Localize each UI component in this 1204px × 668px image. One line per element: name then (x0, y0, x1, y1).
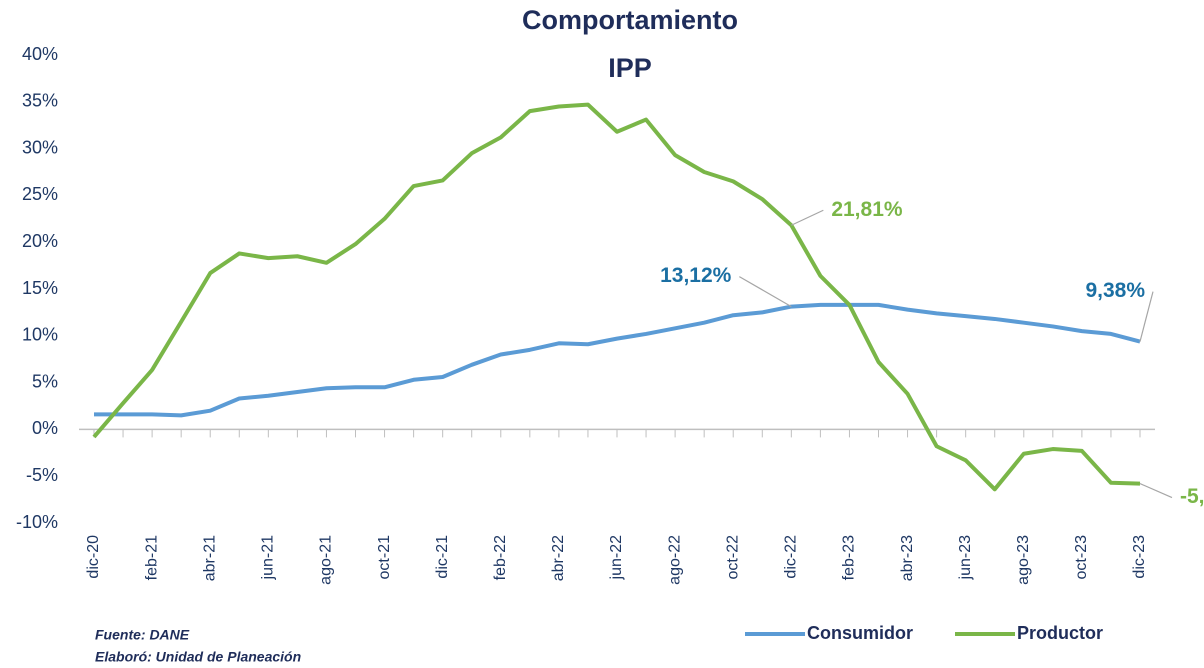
data-label: 13,12% (660, 264, 732, 287)
x-tick-label: ago-22 (666, 535, 683, 585)
x-tick-label: jun-23 (957, 535, 974, 581)
x-tick-label: dic-23 (1131, 535, 1148, 579)
y-tick-label: 25% (22, 184, 58, 204)
chart-subtitle: IPP (608, 53, 652, 83)
data-label: 21,81% (831, 198, 903, 221)
data-label: -5,79% (1180, 485, 1204, 508)
y-tick-label: 15% (22, 278, 58, 298)
legend-label: Consumidor (807, 623, 913, 643)
x-tick-label: jun-21 (260, 535, 277, 581)
x-tick-label: feb-23 (841, 535, 858, 580)
x-tick-label: ago-21 (318, 535, 335, 585)
leader-line (739, 276, 792, 308)
y-tick-label: 10% (22, 325, 58, 345)
x-tick-label: oct-21 (376, 535, 393, 580)
y-tick-label: 30% (22, 137, 58, 157)
x-tick-label: oct-22 (724, 535, 741, 580)
data-label: 9,38% (1085, 279, 1145, 302)
y-tick-label: 35% (22, 91, 58, 111)
x-tick-label: jun-22 (608, 535, 625, 581)
x-tick-label: oct-23 (1073, 535, 1090, 580)
x-tick-label: dic-22 (783, 535, 800, 579)
credit: Elaboró: Unidad de Planeación (95, 649, 301, 665)
x-tick-label: abr-21 (201, 535, 218, 581)
series-line (92, 102, 1141, 492)
legend-label: Productor (1017, 623, 1103, 643)
x-tick-label: abr-23 (899, 535, 916, 581)
leader-line (1139, 483, 1173, 499)
x-tick-label: abr-22 (550, 535, 567, 581)
y-tick-label: 20% (22, 231, 58, 251)
y-tick-label: 5% (32, 371, 58, 391)
y-tick-label: -10% (16, 512, 58, 532)
y-tick-label: -5% (26, 465, 58, 485)
leader-line (791, 209, 824, 226)
leader-line (1139, 291, 1154, 342)
x-tick-label: feb-21 (143, 535, 160, 580)
x-tick-label: dic-21 (434, 535, 451, 579)
y-tick-label: 0% (32, 418, 58, 438)
y-tick-label: 40% (22, 44, 58, 64)
x-tick-label: dic-20 (85, 535, 102, 579)
chart-title: Comportamiento (522, 5, 738, 35)
source: Fuente: DANE (95, 627, 190, 643)
series-line (94, 302, 1141, 418)
x-tick-label: ago-23 (1015, 535, 1032, 585)
x-tick-label: feb-22 (492, 535, 509, 580)
